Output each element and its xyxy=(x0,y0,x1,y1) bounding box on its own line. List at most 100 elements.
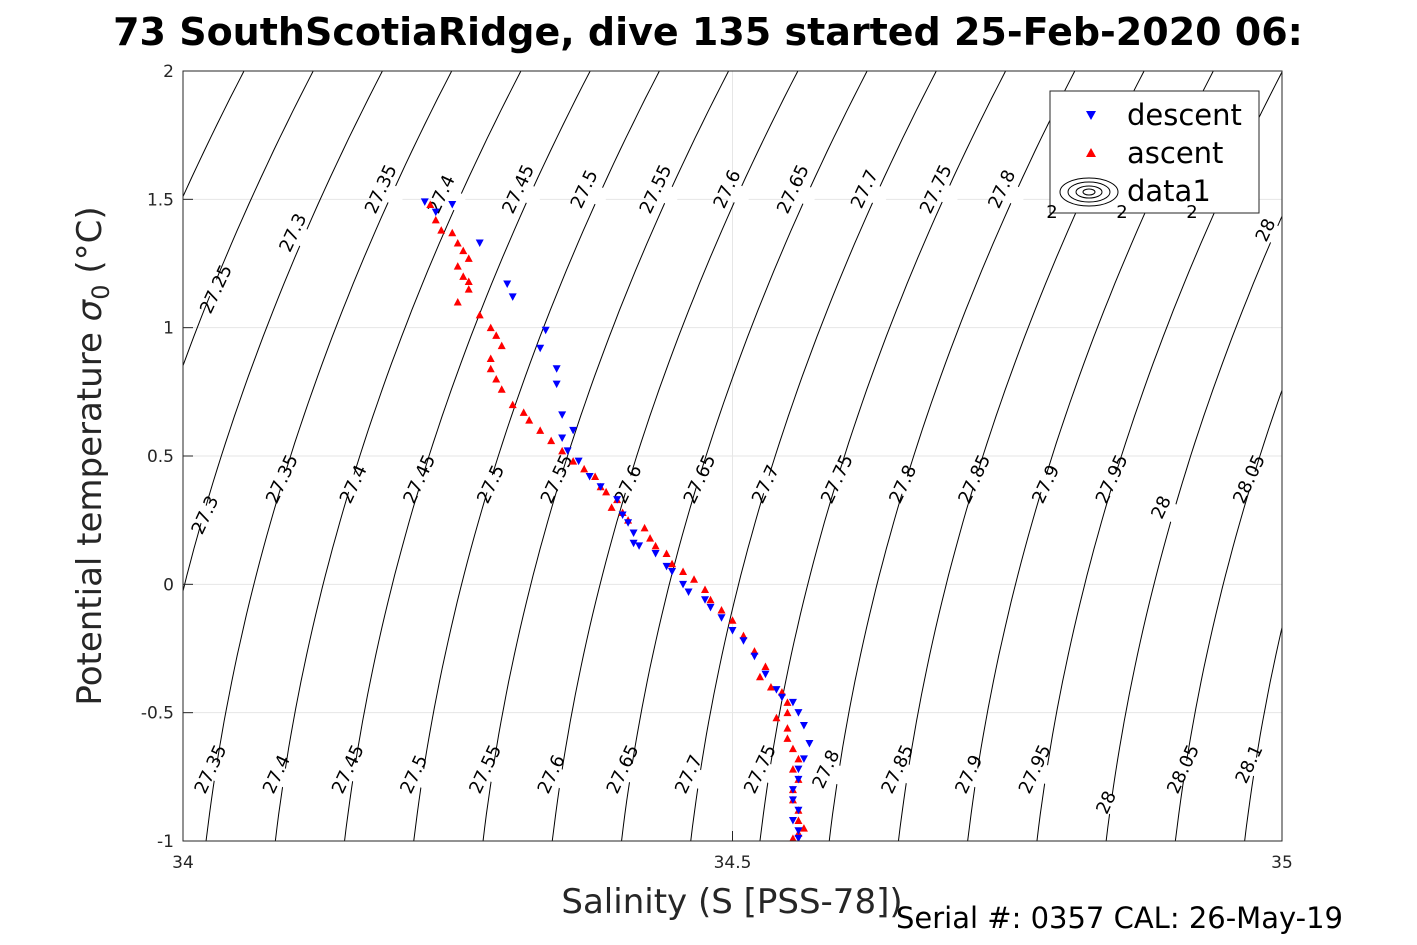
sigma-contour xyxy=(1105,214,1282,841)
descent-point xyxy=(794,775,803,784)
y-axis-label: Potential temperature σ0 (°C) xyxy=(70,206,115,705)
contour-label-bg xyxy=(267,214,319,251)
descent-point xyxy=(596,483,605,491)
ascent-point xyxy=(794,754,803,763)
serial-cal-text: Serial #: 0357 CAL: 26-May-19 xyxy=(896,901,1343,935)
descent-point xyxy=(618,511,627,520)
y-tick-label: 1.5 xyxy=(147,190,174,210)
contour-label-bg xyxy=(327,465,379,503)
descent-point xyxy=(701,596,710,604)
legend-truncated-label: 2 xyxy=(1116,202,1127,223)
ascent-point xyxy=(717,606,726,614)
contour-label-bg xyxy=(877,465,929,503)
contour-label-bg xyxy=(256,460,308,498)
descent-point xyxy=(788,786,797,794)
contour-label-bg xyxy=(558,170,610,208)
descent-point xyxy=(761,670,770,679)
descent-point xyxy=(777,693,786,702)
ascent-point xyxy=(789,834,797,841)
data-series xyxy=(420,198,814,841)
y-axis-label-sigma: σ xyxy=(70,298,110,321)
ascent-point xyxy=(580,464,589,473)
ascent-point xyxy=(794,816,803,824)
ascent-point xyxy=(772,713,781,722)
contour-label-bg xyxy=(910,170,962,208)
sigma-contour xyxy=(183,71,383,594)
ascent-point xyxy=(783,708,792,717)
contour-label-bg xyxy=(1157,750,1209,788)
ascent-point xyxy=(497,385,506,393)
descent-point xyxy=(613,496,622,504)
contour-label-bg xyxy=(1080,784,1132,821)
x-tick-label: 34 xyxy=(172,853,194,873)
descent-point xyxy=(799,755,808,763)
descent-point xyxy=(794,834,803,841)
ascent-point xyxy=(777,688,786,696)
descent-point xyxy=(585,473,594,481)
contour-label-bg xyxy=(838,170,890,208)
contour-label-bg xyxy=(465,465,517,503)
descent-point xyxy=(541,326,550,335)
x-tick-label: 35 xyxy=(1271,853,1293,873)
descent-point xyxy=(569,426,578,435)
ascent-point xyxy=(591,472,600,481)
ascent-point xyxy=(448,228,457,237)
ascent-point xyxy=(497,341,506,350)
contour-label-bg xyxy=(739,465,792,503)
ascent-point xyxy=(783,698,792,706)
descent-point xyxy=(794,709,803,717)
legend-descent-label: descent xyxy=(1127,98,1242,132)
descent-point xyxy=(662,562,671,571)
descent-point xyxy=(717,614,726,622)
ascent-point xyxy=(569,457,578,465)
ascent-point xyxy=(464,254,473,262)
legend-data1-label: data1 xyxy=(1127,174,1211,208)
contour-label-bg xyxy=(602,465,654,503)
ascent-point xyxy=(783,724,792,732)
ascent-point xyxy=(701,585,710,593)
descent-point xyxy=(629,529,638,537)
descent-point xyxy=(552,380,561,389)
ascent-point xyxy=(519,408,528,416)
ascent-point xyxy=(706,595,715,604)
ascent-point xyxy=(739,631,748,640)
ascent-point xyxy=(750,647,759,655)
descent-point xyxy=(706,603,715,612)
contour-label-bg xyxy=(871,750,923,788)
contour-label-bg xyxy=(948,460,1000,498)
descent-point xyxy=(574,457,583,466)
sigma-contour xyxy=(183,71,245,198)
ascent-point xyxy=(486,354,495,362)
x-axis-label: Salinity (S [PSS-78]) xyxy=(561,882,902,922)
ascent-point xyxy=(486,323,495,332)
sigma-contour xyxy=(1244,625,1282,841)
ascent-point xyxy=(761,662,770,670)
contour-label-bg xyxy=(597,750,649,788)
descent-point xyxy=(629,539,638,548)
contour-label-bg xyxy=(322,750,374,788)
descent-point xyxy=(684,588,693,597)
contour-label-bg xyxy=(1020,465,1072,503)
ascent-point xyxy=(459,246,468,255)
contour-label-bg xyxy=(800,750,852,788)
legend-truncated-label: 2 xyxy=(1186,202,1197,223)
descent-point xyxy=(536,344,545,353)
legend-box xyxy=(1049,90,1260,214)
contour-label-bg xyxy=(355,170,407,208)
chart-title: 73 SouthScotiaRidge, dive 135 started 25… xyxy=(113,10,1303,54)
ascent-point xyxy=(492,331,501,339)
ascent-point xyxy=(453,238,462,247)
ascent-point xyxy=(662,549,671,558)
ascent-point xyxy=(464,285,473,293)
y-tick-label: 2 xyxy=(163,62,174,82)
legend-descent-marker xyxy=(1086,111,1096,120)
descent-point xyxy=(805,739,814,748)
y-tick-label: -1 xyxy=(157,832,174,852)
contour-label-bg xyxy=(1086,460,1138,498)
contour-label-bg xyxy=(976,170,1028,208)
descent-point xyxy=(739,637,748,645)
legend-ascent-label: ascent xyxy=(1127,136,1223,170)
ascent-point xyxy=(525,416,534,424)
descent-point xyxy=(558,411,567,419)
